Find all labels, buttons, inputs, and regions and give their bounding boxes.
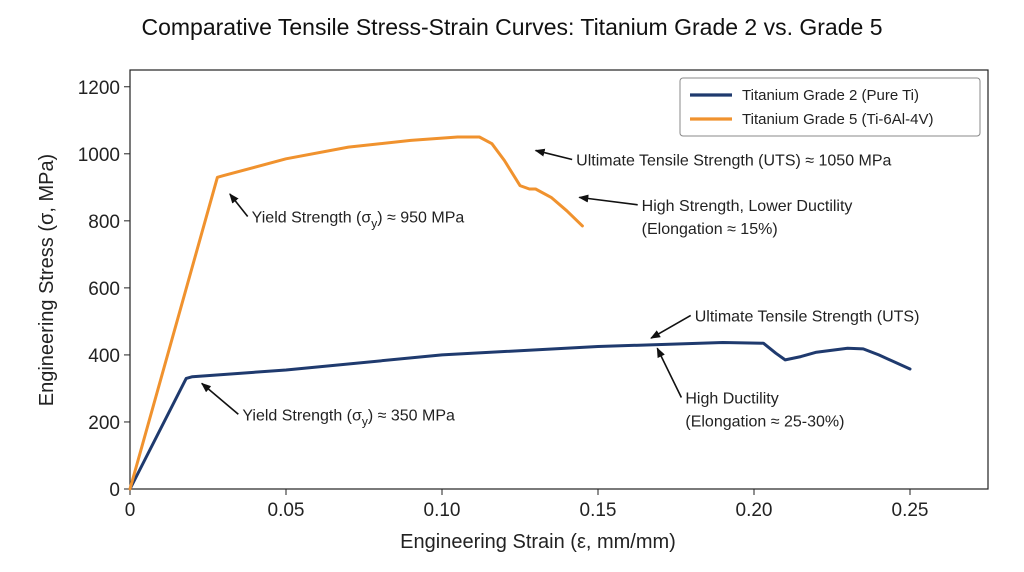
x-tick-label: 0.15 xyxy=(580,500,617,521)
y-tick-label: 0 xyxy=(109,480,120,501)
annotation-text: Yield Strength (σy) ≈ 950 MPa xyxy=(252,210,465,231)
x-tick-label: 0.05 xyxy=(268,500,305,521)
annotation-text: Ultimate Tensile Strength (UTS) xyxy=(695,308,920,325)
y-tick-label: 200 xyxy=(88,413,120,434)
y-tick-label: 1000 xyxy=(78,145,120,166)
annotation-4: Ultimate Tensile Strength (UTS) xyxy=(650,308,920,339)
x-tick-label: 0.25 xyxy=(892,500,929,521)
annotation-1: Ultimate Tensile Strength (UTS) ≈ 1050 M… xyxy=(534,148,892,170)
annotation-text: Yield Strength (σy) ≈ 350 MPa xyxy=(242,407,455,428)
annotation-text: High Ductility xyxy=(685,391,778,408)
y-axis-label: Engineering Stress (σ, MPa) xyxy=(36,154,58,406)
annotation-text: Ultimate Tensile Strength (UTS) ≈ 1050 M… xyxy=(576,153,891,170)
y-tick-label: 800 xyxy=(88,212,120,233)
annotation-3: Yield Strength (σy) ≈ 950 MPa xyxy=(229,193,465,231)
y-tick-label: 400 xyxy=(88,346,120,367)
annotation-text: (Elongation ≈ 15%) xyxy=(642,221,778,238)
plot-frame xyxy=(129,69,989,490)
x-tick-label: 0.10 xyxy=(424,500,461,521)
annotations: Ultimate Tensile Strength (UTS) ≈ 1050 M… xyxy=(200,148,920,431)
x-tick-label: 0 xyxy=(125,500,136,521)
annotation-5: High Ductility (Elongation ≈ 25-30%) xyxy=(656,347,844,431)
annotation-arrow xyxy=(200,382,239,415)
annotation-arrow xyxy=(578,194,638,206)
annotation-text: (Elongation ≈ 25-30%) xyxy=(685,414,844,431)
y-tick-label: 1200 xyxy=(78,78,120,99)
series-line-grade-5 xyxy=(128,135,584,491)
legend: Titanium Grade 2 (Pure Ti) Titanium Grade… xyxy=(679,77,981,137)
annotation-arrow xyxy=(229,193,249,218)
legend-label: Titanium Grade 2 (Pure Ti) xyxy=(742,87,919,104)
series-line-grade-2 xyxy=(128,341,912,491)
series-lines xyxy=(128,135,912,491)
legend-label: Titanium Grade 5 (Ti-6Al-4V) xyxy=(742,111,933,128)
x-tick-label: 0.20 xyxy=(736,500,773,521)
chart-title: Comparative Tensile Stress-Strain Curves… xyxy=(141,14,883,40)
annotation-text: High Strength, Lower Ductility xyxy=(642,198,853,215)
annotation-2: High Strength, Lower Ductility (Elongatio… xyxy=(578,194,853,238)
legend-box xyxy=(679,77,981,137)
annotation-arrow xyxy=(534,148,573,161)
axis-ticks: 0 0.05 0.10 0.15 0.20 0.25 0 200 400 600 800 1000 12… xyxy=(78,78,929,521)
annotation-arrow xyxy=(656,347,683,398)
annotation-6: Yield Strength (σy) ≈ 350 MPa xyxy=(200,382,455,428)
annotation-arrow xyxy=(650,314,692,339)
y-tick-label: 600 xyxy=(88,279,120,300)
x-axis-label: Engineering Strain (ε, mm/mm) xyxy=(400,531,676,553)
